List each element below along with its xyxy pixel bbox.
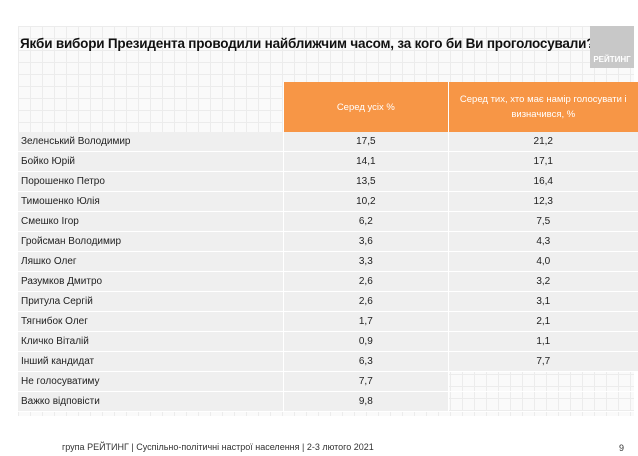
value-all: 6,2 (283, 211, 449, 232)
value-all: 17,5 (283, 132, 449, 152)
results-table: Серед усіх % Серед тих, хто має намір го… (18, 82, 638, 412)
value-decided: 12,3 (447, 191, 638, 212)
value-all: 1,7 (283, 311, 449, 332)
candidate-name: Кличко Віталій (18, 331, 284, 352)
value-decided: 3,2 (447, 271, 638, 292)
value-all: 7,7 (283, 371, 449, 392)
candidate-name: Зеленський Володимир (18, 132, 284, 152)
value-decided: 21,2 (447, 132, 638, 152)
value-decided: 7,7 (447, 351, 638, 372)
value-decided: 16,4 (447, 171, 638, 192)
table-row: Тимошенко Юлія 10,2 12,3 (18, 191, 638, 212)
table-row: Гройсман Володимир 3,6 4,3 (18, 231, 638, 252)
value-all: 6,3 (283, 351, 449, 372)
candidate-name: Не голосуватиму (18, 371, 284, 392)
value-decided (447, 391, 638, 412)
table-row: Важко відповісти 9,8 (18, 391, 638, 412)
value-all: 3,6 (283, 231, 449, 252)
candidate-name: Ляшко Олег (18, 251, 284, 272)
table-row: Тягнибок Олег 1,7 2,1 (18, 311, 638, 332)
candidate-name: Важко відповісти (18, 391, 284, 412)
value-decided: 7,5 (447, 211, 638, 232)
table-row: Кличко Віталій 0,9 1,1 (18, 331, 638, 352)
header-all: Серед усіх % (283, 82, 449, 132)
candidate-name: Бойко Юрій (18, 151, 284, 172)
table-row: Не голосуватиму 7,7 (18, 371, 638, 392)
header-decided: Серед тих, хто має намір голосувати і ви… (447, 82, 638, 132)
table-row: Ляшко Олег 3,3 4,0 (18, 251, 638, 272)
table-row: Смешко Ігор 6,2 7,5 (18, 211, 638, 232)
value-decided (447, 371, 638, 392)
value-decided: 3,1 (447, 291, 638, 312)
value-all: 2,6 (283, 291, 449, 312)
value-all: 3,3 (283, 251, 449, 272)
table-row: Інший кандидат 6,3 7,7 (18, 351, 638, 372)
value-all: 10,2 (283, 191, 449, 212)
value-all: 13,5 (283, 171, 449, 192)
rating-logo: РЕЙТИНГ (590, 26, 634, 68)
candidate-name: Смешко Ігор (18, 211, 284, 232)
value-all: 9,8 (283, 391, 449, 412)
footer-text: група РЕЙТИНГ | Суспільно-політичні наст… (62, 442, 374, 452)
value-all: 2,6 (283, 271, 449, 292)
value-all: 14,1 (283, 151, 449, 172)
table-row: Разумков Дмитро 2,6 3,2 (18, 271, 638, 292)
candidate-name: Притула Сергій (18, 291, 284, 312)
page-number: 9 (619, 443, 625, 453)
value-decided: 4,3 (447, 231, 638, 252)
candidate-name: Тягнибок Олег (18, 311, 284, 332)
candidate-name: Тимошенко Юлія (18, 191, 284, 212)
table-row: Притула Сергій 2,6 3,1 (18, 291, 638, 312)
candidate-name: Порошенко Петро (18, 171, 284, 192)
slide-title: Якби вибори Президента проводили найближ… (20, 36, 595, 51)
table-row: Зеленський Володимир 17,5 21,2 (18, 132, 638, 152)
candidate-name: Інший кандидат (18, 351, 284, 372)
candidate-name: Гройсман Володимир (18, 231, 284, 252)
value-all: 0,9 (283, 331, 449, 352)
logo-text: РЕЙТИНГ (593, 55, 631, 64)
table-row: Бойко Юрій 14,1 17,1 (18, 151, 638, 172)
value-decided: 2,1 (447, 311, 638, 332)
value-decided: 4,0 (447, 251, 638, 272)
value-decided: 1,1 (447, 331, 638, 352)
table-row: Порошенко Петро 13,5 16,4 (18, 171, 638, 192)
value-decided: 17,1 (447, 151, 638, 172)
candidate-name: Разумков Дмитро (18, 271, 284, 292)
header-blank (18, 82, 284, 132)
